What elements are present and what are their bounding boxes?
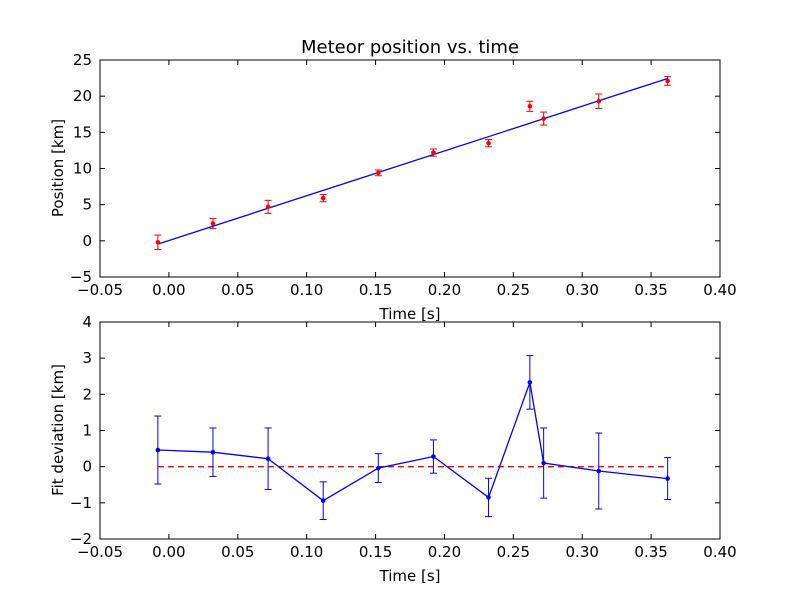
data-point — [155, 447, 161, 453]
data-point — [486, 495, 491, 500]
y-tick-label: 3 — [82, 349, 92, 367]
x-tick-label: 0.05 — [221, 543, 254, 561]
y-tick-label: 5 — [82, 196, 92, 214]
data-point — [376, 170, 381, 176]
data-point — [541, 116, 546, 121]
x-tick-label: 0.10 — [290, 281, 323, 299]
data-point — [265, 456, 271, 462]
x-tick-label: −0.05 — [77, 543, 123, 561]
data-point — [665, 78, 670, 84]
data-point — [431, 150, 436, 155]
chart-title: Meteor position vs. time — [301, 37, 519, 58]
x-tick-label: 0.15 — [359, 543, 392, 561]
y-tick-label: 25 — [73, 51, 92, 69]
y-tick-label: 2 — [82, 385, 92, 403]
y-tick-label: 15 — [73, 123, 92, 141]
x-tick-label: 0.05 — [221, 281, 254, 299]
data-point — [320, 195, 326, 201]
data-point — [541, 460, 546, 466]
x-tick-label: 0.20 — [428, 543, 461, 561]
data-point — [527, 103, 533, 109]
y-tick-label: 0 — [82, 458, 92, 476]
x-tick-label: 0.25 — [497, 543, 530, 561]
data-point — [431, 454, 436, 459]
y-tick-label: −5 — [70, 268, 92, 286]
x-tick-label: 0.35 — [634, 281, 667, 299]
x-tick-label: 0.35 — [634, 543, 667, 561]
x-tick-label: 0.40 — [703, 281, 736, 299]
y-tick-label: 10 — [73, 160, 92, 178]
fit-line — [157, 77, 668, 245]
y-tick-label: −2 — [70, 530, 92, 548]
y-tick-label: 20 — [73, 87, 92, 105]
x-tick-label: 0.00 — [152, 543, 185, 561]
x-tick-label: 0.30 — [566, 543, 599, 561]
x-axis-label: Time [s] — [379, 305, 441, 323]
x-tick-label: 0.15 — [359, 281, 392, 299]
y-axis-label: Position [km] — [49, 119, 67, 217]
x-tick-label: 0.30 — [566, 281, 599, 299]
data-point — [376, 465, 381, 471]
data-point — [486, 140, 491, 146]
data-point — [596, 98, 602, 104]
data-point — [210, 449, 216, 455]
deviation-chart: −0.05 0.00 0.05 0.10 0.15 0.20 0.25 0.30 0.35 0.4… — [49, 313, 737, 585]
data-point — [265, 204, 271, 210]
x-tick-label: −0.05 — [77, 281, 123, 299]
data-point — [665, 476, 670, 481]
y-axis-label: Fit deviation [km] — [49, 364, 67, 496]
position-chart: Meteor position vs. time −0.05 0.00 0.05 0.… — [49, 37, 737, 323]
y-tick-label: −1 — [70, 494, 92, 512]
x-tick-label: 0.20 — [428, 281, 461, 299]
y-tick-label: 0 — [82, 232, 92, 250]
x-tick-label: 0.00 — [152, 281, 185, 299]
y-tick-label: 4 — [82, 313, 92, 331]
x-tick-label: 0.25 — [497, 281, 530, 299]
data-point — [210, 221, 216, 226]
data-point — [527, 380, 533, 385]
data-point — [155, 239, 161, 245]
x-axis-label: Time [s] — [379, 567, 441, 585]
data-point — [596, 468, 602, 474]
x-tick-label: 0.10 — [290, 543, 323, 561]
y-tick-label: 1 — [82, 422, 92, 440]
x-tick-label: 0.40 — [703, 543, 736, 561]
data-point — [320, 498, 326, 503]
